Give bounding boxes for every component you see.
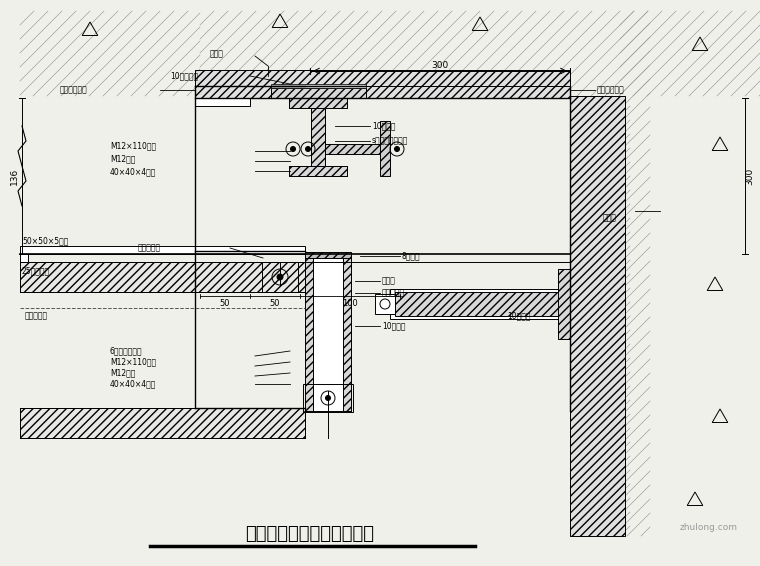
Bar [570,96,625,536]
Bar [195,70,570,98]
Text: 土建结构边线: 土建结构边线 [597,85,625,95]
Text: M12螺母: M12螺母 [110,368,135,378]
Bar [305,258,313,411]
Text: 40×40×4垫片: 40×40×4垫片 [110,379,157,388]
Circle shape [290,147,296,152]
Bar [262,262,298,292]
Bar [380,121,390,176]
Text: 10号槽钢: 10号槽钢 [372,122,395,131]
Bar [558,269,570,339]
Text: M12×110螺栓: M12×110螺栓 [110,142,156,151]
Circle shape [325,396,331,401]
Text: 10厚连接件: 10厚连接件 [170,71,198,80]
Text: M12×110螺栓: M12×110螺栓 [110,358,156,367]
Bar [375,294,395,314]
Bar [20,262,305,292]
Text: 耐候胶: 耐候胶 [382,277,396,285]
Circle shape [306,147,311,152]
Text: 10厚钢板: 10厚钢板 [507,311,530,320]
Bar [305,258,351,411]
Text: 25厚磁品石: 25厚磁品石 [22,267,50,276]
Bar [20,254,28,262]
Text: M12螺母: M12螺母 [110,155,135,164]
Text: 预埋件: 预埋件 [603,213,617,222]
Text: 干挂石材竖向主节点大样图: 干挂石材竖向主节点大样图 [245,525,375,543]
Bar [289,166,347,176]
Text: 300: 300 [746,168,755,185]
Bar [325,144,390,154]
Circle shape [277,274,283,280]
Bar [271,84,366,88]
Text: 40×40×4垫片: 40×40×4垫片 [110,168,157,177]
Bar [390,289,570,319]
Text: 10号槽钢: 10号槽钢 [382,321,406,331]
Text: zhulong.com: zhulong.com [680,524,738,533]
Bar [20,408,305,438]
Text: 100: 100 [342,299,358,308]
Text: s不锈钢膨胀石信: s不锈钢膨胀石信 [372,136,408,145]
Bar [271,88,366,98]
Text: 8厚铁板: 8厚铁板 [402,251,420,260]
Bar [289,166,347,176]
Text: 300: 300 [432,61,448,70]
Bar [311,108,325,166]
Bar [305,252,351,258]
Text: 50×50×5角钢: 50×50×5角钢 [22,237,68,246]
Bar [311,108,325,166]
Bar [289,98,347,108]
Text: 136: 136 [9,168,18,185]
Bar [289,98,347,108]
Circle shape [394,147,400,152]
Text: 不锈钢挂件: 不锈钢挂件 [138,243,161,252]
Bar [303,384,353,412]
Text: 尺寸控制线: 尺寸控制线 [25,311,48,320]
Text: 土建结构边线: 土建结构边线 [60,85,87,95]
Bar [195,98,250,106]
Bar [20,246,305,254]
Text: 6厚不锈钢挂件: 6厚不锈钢挂件 [110,346,143,355]
Bar [343,258,351,411]
Text: 50: 50 [270,299,280,308]
Bar [395,292,565,316]
Text: 预埋件: 预埋件 [210,49,224,58]
Text: 50: 50 [220,299,230,308]
Text: 泡沫棒填充: 泡沫棒填充 [382,289,405,298]
